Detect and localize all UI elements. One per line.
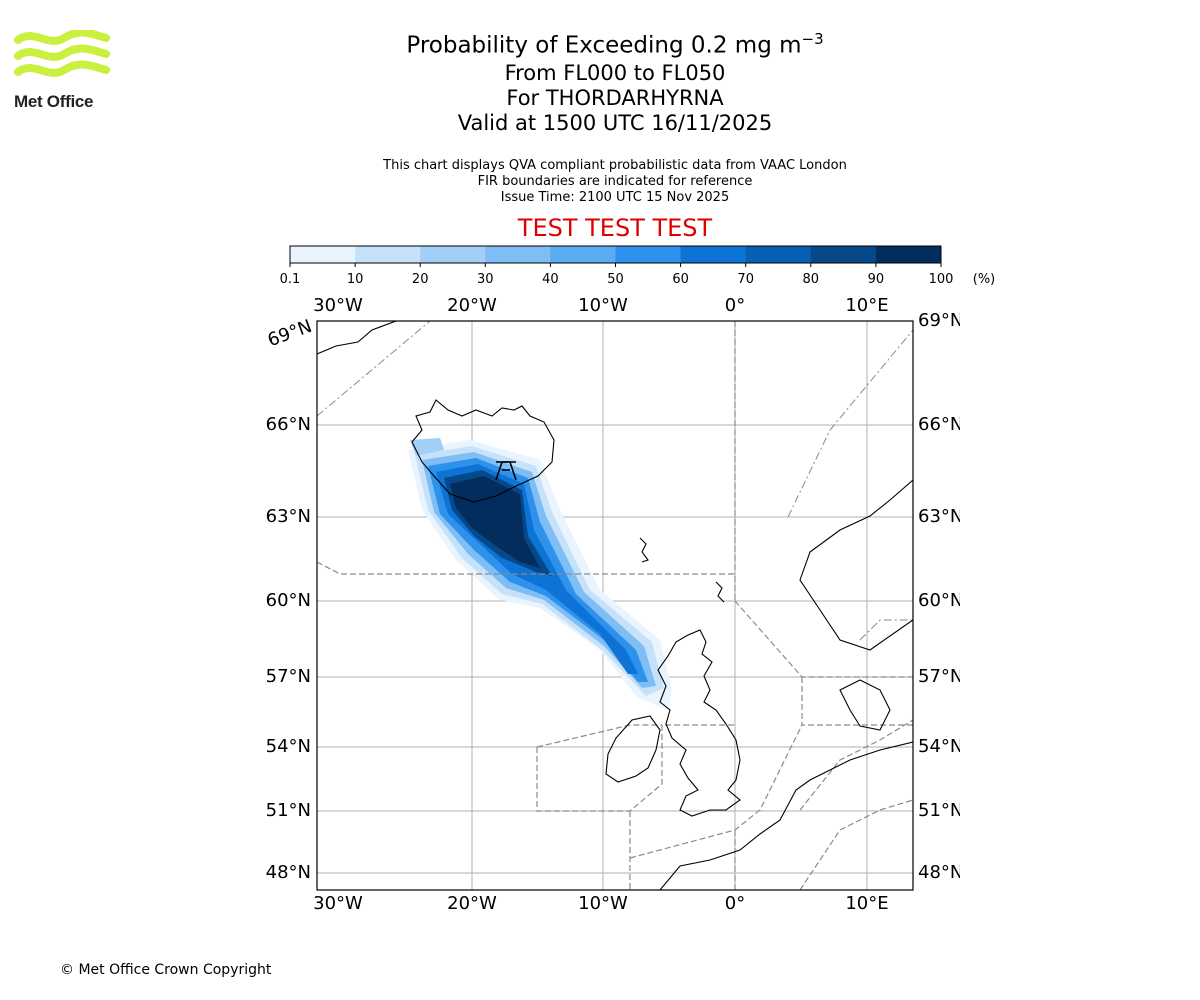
colorbar-tick-label: 50 [607,272,624,287]
shetland [715,581,725,603]
right-lat-label: 66°N [918,414,960,435]
volcano-name: For THORDARHYRNA [506,85,724,110]
colorbar-tick-label: 80 [803,272,820,287]
left-lat-label: 48°N [266,862,311,883]
ireland-coast [605,715,661,783]
colorbar-swatch [810,246,877,263]
greenland-coast [317,321,397,355]
coastlines [317,321,913,890]
right-lat-label: 51°N [918,800,960,821]
bottom-lon-label: 0° [725,893,745,914]
right-lat-label: 48°N [918,862,960,883]
colorbar-tick-label: 10 [347,272,364,287]
colorbar-unit: (%) [973,272,996,287]
left-latitude-labels: 69°N 66°N 63°N 60°N 57°N 54°N 51°N 48°N [265,316,315,883]
fir-boundaries-dashdot [317,321,913,641]
right-latitude-labels: 69°N 66°N 63°N 60°N 57°N 54°N 51°N 48°N [918,310,960,883]
graticule [317,321,913,890]
colorbar-tick-label: 40 [542,272,559,287]
chart-description: This chart displays QVA compliant probab… [383,158,847,173]
great-britain-coast [657,629,741,817]
chart-title: Probability of Exceeding 0.2 mg m−3 [300,24,930,61]
top-lon-label: 20°W [447,295,497,316]
bottom-lon-label: 30°W [313,893,363,914]
volcano-marker-icon [495,461,517,481]
right-lat-label: 69°N [918,310,960,331]
colorbar-tick-label: 70 [737,272,754,287]
probability-colorbar: 0.1 10 20 30 40 50 60 70 80 90 100 (%) [280,245,996,287]
bottom-lon-label: 10°W [578,893,628,914]
colorbar-swatch [550,246,616,263]
left-lat-label: 51°N [266,800,311,821]
bottom-longitude-labels: 30°W 20°W 10°W 0° 10°E [313,893,888,914]
top-lon-label: 0° [725,295,745,316]
map-panel: 30°W 20°W 10°W 0° 10°E 30°W 20°W 10°W 0° 10°E 69… [265,295,960,914]
left-lat-label: 69°N [265,316,315,351]
left-lat-label: 60°N [266,590,311,611]
fir-note: FIR boundaries are indicated for referen… [477,174,753,189]
colorbar-swatch [615,246,682,263]
right-lat-label: 60°N [918,590,960,611]
top-lon-label: 30°W [313,295,363,316]
colorbar-tick-label: 30 [477,272,494,287]
colorbar-swatch [745,246,812,263]
colorbar-swatch [290,246,356,263]
flight-levels: From FL000 to FL050 [504,60,726,85]
norway-coast [799,479,913,651]
title-exponent: −3 [801,30,824,48]
right-lat-label: 57°N [918,666,960,687]
title-text: Probability of Exceeding 0.2 mg m [406,32,802,59]
map-frame [316,320,914,891]
met-office-waves-icon [14,28,110,77]
colorbar-swatch [420,246,486,263]
met-office-logo-text: Met Office [14,92,94,111]
chart-subtitle-block: This chart displays QVA compliant probab… [300,158,930,206]
colorbar-swatch [875,246,942,263]
left-lat-label: 66°N [266,414,311,435]
colorbar-tick-label: 60 [672,272,689,287]
left-lat-label: 54°N [266,736,311,757]
faroe-islands [639,537,649,563]
top-longitude-labels: 30°W 20°W 10°W 0° 10°E [313,295,888,316]
top-lon-label: 10°W [578,295,628,316]
left-lat-label: 63°N [266,506,311,527]
colorbar-swatch [485,246,551,263]
chart-title-block: Probability of Exceeding 0.2 mg m−3 From… [300,24,930,136]
left-lat-label: 57°N [266,666,311,687]
top-lon-label: 10°E [845,295,888,316]
met-office-logo [14,28,110,114]
ash-plume [408,438,672,710]
colorbar-tick-label: 100 [929,272,954,287]
continental-coast [659,741,913,890]
colorbar-swatch [355,246,421,263]
test-banner: TEST TEST TEST [517,214,713,242]
denmark-coast [839,679,891,731]
right-lat-label: 63°N [918,506,960,527]
fir-boundaries [317,321,913,890]
colorbar-tick-label: 20 [412,272,429,287]
valid-time: Valid at 1500 UTC 16/11/2025 [457,110,773,135]
issue-time: Issue Time: 2100 UTC 15 Nov 2025 [500,190,730,205]
colorbar-tick-label: 90 [868,272,885,287]
bottom-lon-label: 10°E [845,893,888,914]
colorbar-tick-label: 0.1 [280,272,301,287]
colorbar-swatch [680,246,747,263]
iceland-coast [411,399,555,503]
copyright-notice: © Met Office Crown Copyright [60,962,272,978]
right-lat-label: 54°N [918,736,960,757]
bottom-lon-label: 20°W [447,893,497,914]
